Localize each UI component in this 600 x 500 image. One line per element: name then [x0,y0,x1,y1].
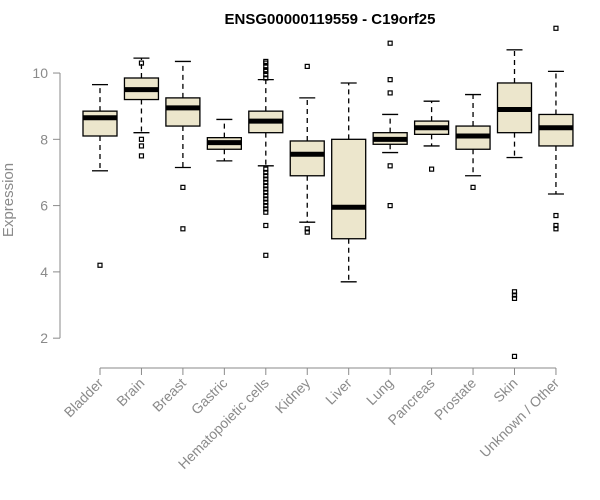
box-hematopoietic-cells [248,58,284,258]
outlier-point [387,163,393,169]
outlier-point [263,67,269,73]
x-tick-label: Bladder [61,375,107,421]
box-iqr [331,138,367,240]
outlier-point [553,226,559,232]
outlier-point [263,206,269,212]
outlier-point [263,179,269,185]
outlier-point [387,77,393,83]
y-tick-label: 6 [40,198,48,214]
outlier-point [180,226,186,232]
box-lung [372,40,408,209]
outlier-point [263,186,269,192]
outlier-point [511,292,518,298]
box-kidney [289,63,325,235]
outlier-point [263,203,269,209]
x-tick-label: Skin [490,375,521,406]
y-tick-label: 10 [32,65,48,81]
outlier-point [263,176,269,182]
x-tick-label: Prostate [431,375,479,423]
outlier-point [553,222,559,229]
outlier-point [263,169,269,176]
y-axis-label: Expression [0,163,17,237]
outlier-point [138,143,145,149]
outlier-point [138,136,145,142]
outlier-point [263,63,269,70]
x-tick-label: Breast [149,375,189,415]
outlier-point [263,199,269,205]
outlier-point [511,295,518,301]
outlier-point [263,193,269,199]
outlier-point [304,63,310,70]
outlier-point [263,75,269,81]
y-tick-label: 2 [40,330,48,346]
outlier-point [263,58,269,65]
outlier-point [511,289,518,295]
x-tick-label: Kidney [272,375,314,417]
outlier-point [263,72,269,78]
outlier-point [553,212,559,219]
outlier-point [429,166,435,172]
outlier-point [263,189,269,195]
box-breast [165,60,201,232]
outlier-point [553,25,559,31]
outlier-point [387,40,393,46]
x-tick-label: Unknown / Other [476,375,562,461]
box-iqr [289,140,325,177]
box-bladder [82,83,118,268]
box-gastric [206,118,243,162]
box-unknown-other [538,25,574,232]
box-iqr [165,97,201,127]
outlier-point [97,262,103,268]
box-brain [123,57,160,159]
boxes-group [82,25,574,359]
box-prostate [455,93,491,190]
outlier-point [387,203,393,209]
outlier-point [511,353,518,359]
outlier-point [304,229,310,235]
outlier-point [263,196,269,202]
box-pancreas [413,100,450,172]
outlier-point [263,209,269,215]
box-skin [496,49,533,359]
outlier-point [263,222,269,229]
chart-title: ENSG00000119559 - C19orf25 [225,11,436,28]
outlier-point [180,184,186,190]
outlier-point [470,184,476,190]
x-tick-label: Liver [322,375,355,408]
y-tick-label: 4 [40,264,48,280]
y-axis: 2 4 6 8 10 [32,65,61,346]
outlier-point [387,90,393,96]
box-iqr [82,110,118,137]
outlier-point [263,166,269,172]
y-tick-label: 8 [40,131,48,147]
outlier-point [304,226,310,232]
outlier-point [263,183,269,189]
x-tick-label: Brain [113,375,147,409]
outlier-point [138,153,145,159]
x-tick-label: Lung [363,375,396,408]
box-liver [331,82,367,283]
outlier-point [263,173,269,179]
outlier-point [138,60,145,66]
outlier-point [263,252,269,258]
